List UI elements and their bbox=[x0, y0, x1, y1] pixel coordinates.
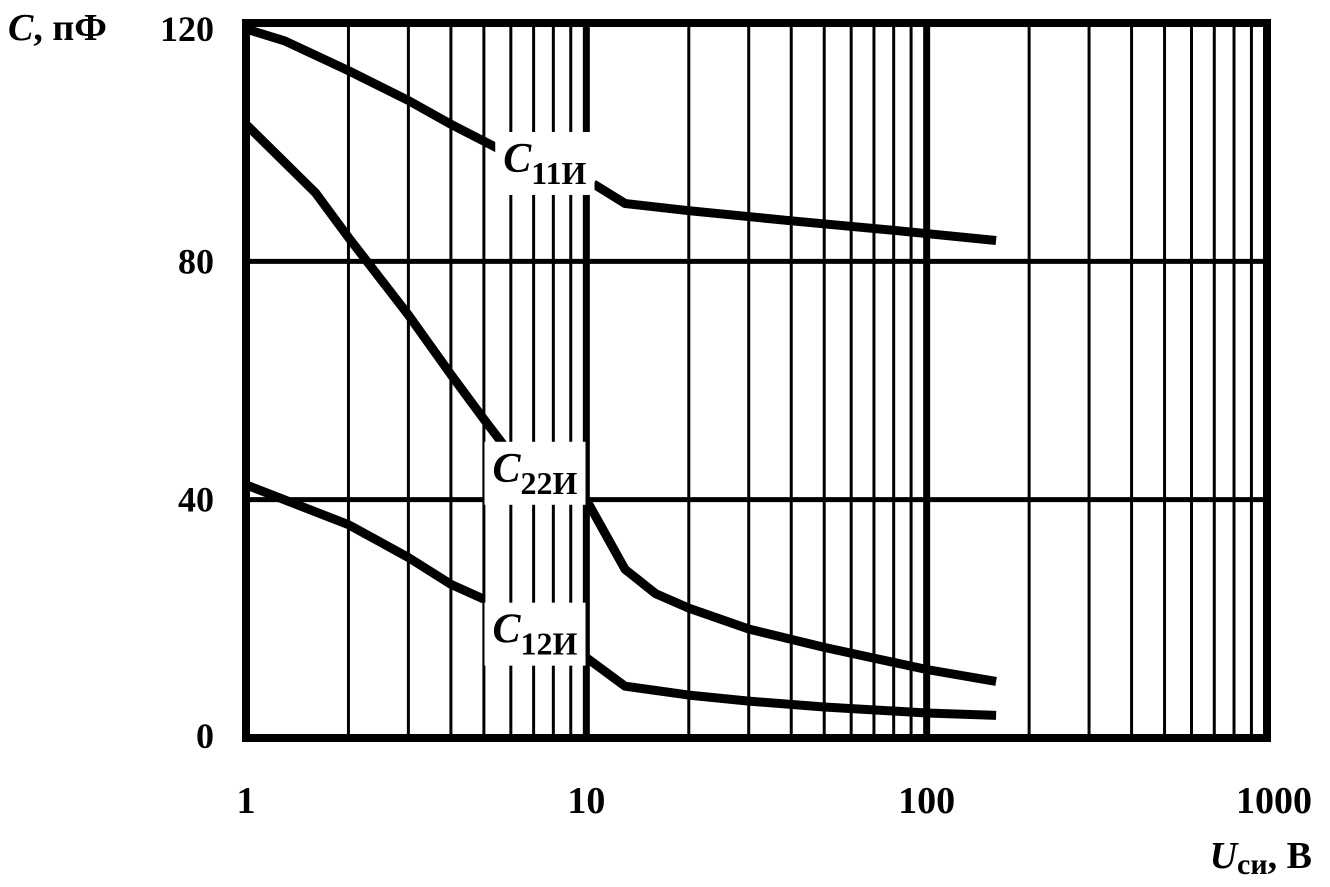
series-line-2 bbox=[244, 480, 486, 604]
y-tick-label: 40 bbox=[178, 480, 214, 520]
y-tick-labels: 0 40 80 120 bbox=[160, 9, 214, 756]
y-axis-symbol: C bbox=[8, 7, 34, 49]
y-axis-unit: , пФ bbox=[33, 7, 107, 49]
x-tick-label: 10 bbox=[567, 780, 605, 822]
series-label-bg bbox=[484, 602, 586, 666]
series-line-1 bbox=[582, 497, 997, 686]
series-line-0 bbox=[244, 24, 506, 156]
series-label-bg bbox=[484, 441, 586, 505]
series-line-2 bbox=[583, 653, 997, 720]
series-labels: C11И C22И C12И bbox=[484, 131, 595, 666]
series-line-0 bbox=[591, 180, 997, 245]
series-label-text: C12И bbox=[492, 607, 577, 662]
y-tick-label: 0 bbox=[196, 716, 214, 756]
y-axis-label: C, пФ bbox=[8, 7, 107, 49]
series-label: C11И bbox=[495, 131, 595, 195]
x-tick-label: 1 bbox=[237, 780, 256, 822]
x-axis-unit: , В bbox=[1268, 835, 1312, 877]
series-label-text: C22И bbox=[492, 446, 577, 501]
series-label: C22И bbox=[484, 441, 586, 505]
x-tick-label: 1000 bbox=[1236, 780, 1312, 822]
x-axis-subscript: си bbox=[1237, 848, 1268, 881]
grid-minor bbox=[346, 23, 1253, 738]
series-line-1 bbox=[242, 121, 520, 464]
series-label-text: C11И bbox=[503, 136, 586, 191]
series-label-bg bbox=[495, 131, 595, 195]
x-axis-label: Uси, В bbox=[1210, 835, 1312, 881]
plot-frame bbox=[242, 19, 1271, 742]
x-axis-symbol: U bbox=[1210, 835, 1240, 877]
series-label: C12И bbox=[484, 602, 586, 666]
x-tick-label: 100 bbox=[898, 780, 955, 822]
y-tick-label: 80 bbox=[178, 241, 214, 281]
y-tick-label: 120 bbox=[160, 9, 214, 49]
series-lines bbox=[242, 24, 997, 720]
x-tick-labels: 1 10 100 1000 bbox=[237, 780, 1313, 822]
